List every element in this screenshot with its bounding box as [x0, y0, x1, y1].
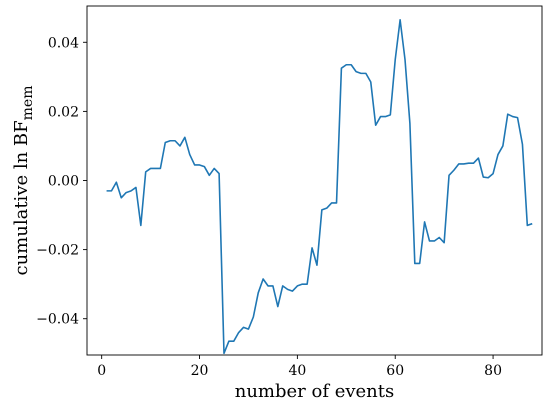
y-tick-label: 0.04 [48, 35, 79, 51]
y-axis: −0.04 −0.02 0.00 0.02 0.04 [36, 35, 87, 328]
y-tick-label: 0.00 [48, 174, 79, 190]
x-tick-label: 20 [191, 363, 209, 379]
y-tick-label: −0.02 [36, 243, 79, 259]
x-axis: 0 20 40 60 80 [97, 355, 502, 379]
y-tick-label: 0.02 [48, 104, 79, 120]
series-line [106, 19, 533, 355]
x-tick-label: 80 [484, 363, 502, 379]
x-axis-label: number of events [235, 381, 395, 402]
y-axis-label: cumulative ln BFmem [11, 86, 36, 276]
y-axis-label-subscript: mem [20, 86, 36, 121]
plot-frame [86, 5, 543, 356]
x-tick-label: 0 [97, 363, 106, 379]
y-axis-label-main: cumulative ln BF [11, 120, 32, 275]
x-tick-label: 60 [386, 363, 404, 379]
x-tick-label: 40 [288, 363, 306, 379]
y-tick-label: −0.04 [36, 312, 79, 328]
